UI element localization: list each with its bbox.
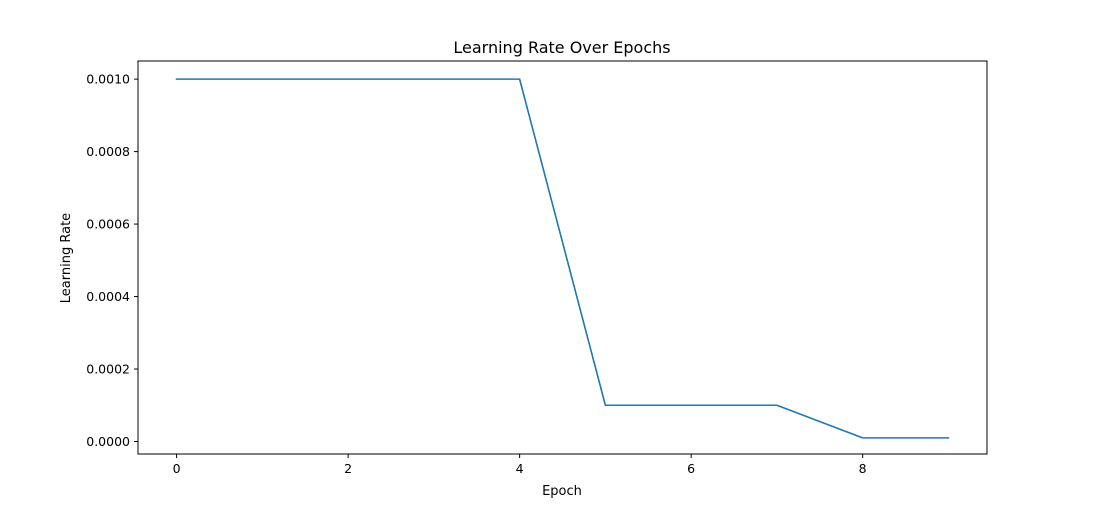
y-tick-label: 0.0010	[86, 72, 130, 87]
y-tick-label: 0.0002	[86, 362, 130, 377]
y-tick-label: 0.0004	[86, 289, 130, 304]
series-line-0	[175, 78, 950, 439]
y-axis-label: Learning Rate	[59, 213, 74, 303]
y-tick-label: 0.0000	[86, 434, 130, 449]
y-tick-label: 0.0006	[86, 217, 130, 232]
x-tick-label: 4	[516, 461, 524, 476]
x-tick-label: 2	[344, 461, 352, 476]
plot-area: 0 2 4 6 8 0.0000 0.0002 0.0004 0.0006 0.0008 0.001…	[86, 60, 988, 476]
y-tick-label: 0.0008	[86, 144, 130, 159]
x-tick-label: 8	[859, 461, 867, 476]
chart-title: Learning Rate Over Epochs	[453, 38, 670, 57]
x-tick-label: 6	[687, 461, 695, 476]
x-axis-label: Epoch	[542, 484, 582, 499]
axes-frame	[137, 60, 988, 455]
x-tick-label: 0	[173, 461, 181, 476]
